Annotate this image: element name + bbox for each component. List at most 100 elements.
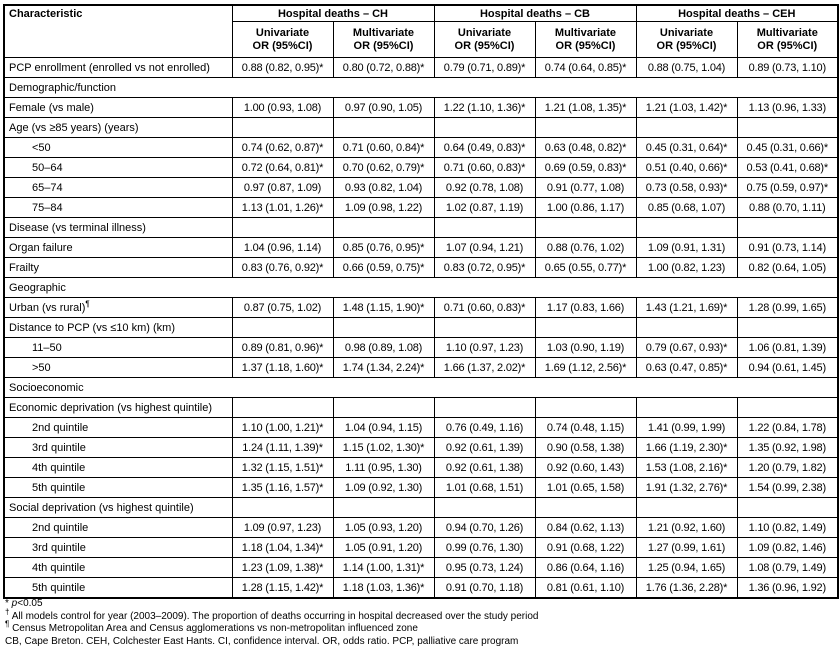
or-ci-cell: 1.09 (0.97, 1.23) — [231, 517, 334, 538]
table-row: Female (vs male) 1.00 (0.93, 1.08) 0.97 (0… — [3, 97, 839, 118]
or-ci-cell: 1.00 (0.93, 1.08) — [231, 97, 334, 118]
or-ci-cell — [231, 317, 334, 338]
or-ci-cell: 0.92 (0.60, 1.43) — [534, 457, 637, 478]
or-ci-cell: 1.22 (0.84, 1.78) — [736, 417, 839, 438]
footnote-marker: ¶ — [85, 298, 90, 308]
or-ci-cell — [736, 317, 839, 338]
or-ci-cell: 1.09 (0.91, 1.31) — [635, 237, 738, 258]
footnotes: * p<0.05 † All models control for year (2… — [5, 598, 835, 648]
or-ci-cell: 1.48 (1.15, 1.90)* — [332, 297, 435, 318]
or-ci-cell: 0.84 (0.62, 1.13) — [534, 517, 637, 538]
or-ci-cell: 1.43 (1.21, 1.69)* — [635, 297, 738, 318]
footnote-marker: † — [5, 607, 10, 617]
or-ci-cell: 1.37 (1.18, 1.60)* — [231, 357, 334, 378]
or-ci-cell: 0.99 (0.76, 1.30) — [433, 537, 536, 558]
or-ci-cell: 1.05 (0.93, 1.20) — [332, 517, 435, 538]
characteristic-header: Characteristic — [3, 4, 233, 58]
or-ci-cell: 0.88 (0.75, 1.04) — [635, 57, 738, 78]
table-row: PCP enrollment (enrolled vs not enrolled… — [3, 57, 839, 78]
or-ci-cell — [534, 497, 637, 518]
or-ci-cell: 1.10 (0.97, 1.23) — [433, 337, 536, 358]
table-row: 5th quintile 1.28 (1.15, 1.42)* 1.18 (1.03… — [3, 577, 839, 599]
or-ci-cell — [433, 497, 536, 518]
or-ci-cell: 0.88 (0.76, 1.02) — [534, 237, 637, 258]
row-label: Female (vs male) — [3, 97, 233, 118]
row-label: <50 — [3, 137, 233, 158]
or-ci-cell: 1.41 (0.99, 1.99) — [635, 417, 738, 438]
section-row: Socioeconomic — [3, 377, 839, 398]
or-ci-cell: 0.85 (0.68, 1.07) — [635, 197, 738, 218]
or-ci-cell: 1.17 (0.83, 1.66) — [534, 297, 637, 318]
or-ci-cell: 1.21 (1.03, 1.42)* — [635, 97, 738, 118]
footnote-line: ¶ Census Metropolitan Area and Census ag… — [5, 619, 418, 634]
table-row: Organ failure 1.04 (0.96, 1.14) 0.85 (0.76… — [3, 237, 839, 258]
or-ci-cell — [231, 117, 334, 138]
or-ci-cell: 0.76 (0.49, 1.16) — [433, 417, 536, 438]
or-ci-cell: 1.18 (1.04, 1.34)* — [231, 537, 334, 558]
table-body: PCP enrollment (enrolled vs not enrolled… — [3, 57, 839, 599]
or-ci-cell: 1.13 (0.96, 1.33) — [736, 97, 839, 118]
footnote-line: † All models control for year (2003–2009… — [5, 607, 539, 622]
table-row: Frailty 0.83 (0.76, 0.92)* 0.66 (0.59, 0.7… — [3, 257, 839, 278]
or-ci-cell: 0.86 (0.64, 1.16) — [534, 557, 637, 578]
or-ci-cell: 1.76 (1.36, 2.28)* — [635, 577, 738, 599]
or-ci-cell: 0.45 (0.31, 0.64)* — [635, 137, 738, 158]
or-ci-cell: 1.28 (0.99, 1.65) — [736, 297, 839, 318]
or-ci-cell: 1.11 (0.95, 1.30) — [332, 457, 435, 478]
subheader-cb-multivariate: Multivariate OR (95%CI) — [534, 21, 637, 58]
row-label: 11–50 — [3, 337, 233, 358]
table-row: 2nd quintile 1.10 (1.00, 1.21)* 1.04 (0.94… — [3, 417, 839, 438]
or-ci-cell: 1.66 (1.19, 2.30)* — [635, 437, 738, 458]
table-row: 2nd quintile 1.09 (0.97, 1.23) 1.05 (0.93,… — [3, 517, 839, 538]
row-label: 2nd quintile — [3, 417, 233, 438]
section-row: Geographic — [3, 277, 839, 298]
or-ci-cell: 0.71 (0.60, 0.83)* — [433, 157, 536, 178]
row-label: 4th quintile — [3, 457, 233, 478]
subheader-line1: Univariate — [659, 26, 714, 39]
table-row: Economic deprivation (vs highest quintil… — [3, 397, 839, 418]
or-ci-cell: 0.90 (0.58, 1.38) — [534, 437, 637, 458]
or-ci-cell: 0.83 (0.72, 0.95)* — [433, 257, 536, 278]
or-ci-cell: 0.72 (0.64, 0.81)* — [231, 157, 334, 178]
table-row: 65–74 0.97 (0.87, 1.09) 0.93 (0.82, 1.04) 0… — [3, 177, 839, 198]
or-ci-cell — [332, 117, 435, 138]
or-ci-cell: 1.91 (1.32, 2.76)* — [635, 477, 738, 498]
or-ci-cell: 0.98 (0.89, 1.08) — [332, 337, 435, 358]
subheader-cb-univariate: Univariate OR (95%CI) — [433, 21, 536, 58]
subheader-line2: OR (95%CI) — [555, 39, 616, 52]
or-ci-cell: 0.74 (0.48, 1.15) — [534, 417, 637, 438]
table-row: 4th quintile 1.32 (1.15, 1.51)* 1.11 (0.95… — [3, 457, 839, 478]
or-ci-cell: 0.94 (0.70, 1.26) — [433, 517, 536, 538]
or-ci-cell: 0.87 (0.75, 1.02) — [231, 297, 334, 318]
or-ci-cell: 0.63 (0.47, 0.85)* — [635, 357, 738, 378]
or-ci-cell: 1.14 (1.00, 1.31)* — [332, 557, 435, 578]
row-label: Disease (vs terminal illness) — [3, 217, 233, 238]
or-ci-cell: 0.95 (0.73, 1.24) — [433, 557, 536, 578]
table-row: <50 0.74 (0.62, 0.87)* 0.71 (0.60, 0.84)* 0… — [3, 137, 839, 158]
or-ci-cell: 0.93 (0.82, 1.04) — [332, 177, 435, 198]
or-ci-cell — [433, 397, 536, 418]
or-ci-cell: 0.85 (0.76, 0.95)* — [332, 237, 435, 258]
row-label: 3rd quintile — [3, 537, 233, 558]
section-row: Demographic/function — [3, 77, 839, 98]
or-ci-cell: 0.83 (0.76, 0.92)* — [231, 257, 334, 278]
or-ci-cell — [332, 217, 435, 238]
or-ci-cell — [635, 397, 738, 418]
or-ci-cell: 1.35 (0.92, 1.98) — [736, 437, 839, 458]
or-ci-cell — [534, 217, 637, 238]
or-ci-cell: 1.01 (0.65, 1.58) — [534, 477, 637, 498]
subheader-line2: OR (95%CI) — [757, 39, 818, 52]
or-ci-cell: 1.69 (1.12, 2.56)* — [534, 357, 637, 378]
or-ci-cell: 1.09 (0.82, 1.46) — [736, 537, 839, 558]
or-ci-cell: 0.88 (0.70, 1.11) — [736, 197, 839, 218]
or-ci-cell: 1.09 (0.98, 1.22) — [332, 197, 435, 218]
or-ci-cell: 1.54 (0.99, 2.38) — [736, 477, 839, 498]
or-ci-cell — [736, 217, 839, 238]
or-ci-cell: 0.51 (0.40, 0.66)* — [635, 157, 738, 178]
or-ci-cell: 1.02 (0.87, 1.19) — [433, 197, 536, 218]
or-ci-cell — [534, 397, 637, 418]
or-ci-cell: 0.92 (0.61, 1.38) — [433, 457, 536, 478]
or-ci-cell: 1.10 (0.82, 1.49) — [736, 517, 839, 538]
or-ci-cell — [332, 397, 435, 418]
row-label: Distance to PCP (vs ≤10 km) (km) — [3, 317, 233, 338]
